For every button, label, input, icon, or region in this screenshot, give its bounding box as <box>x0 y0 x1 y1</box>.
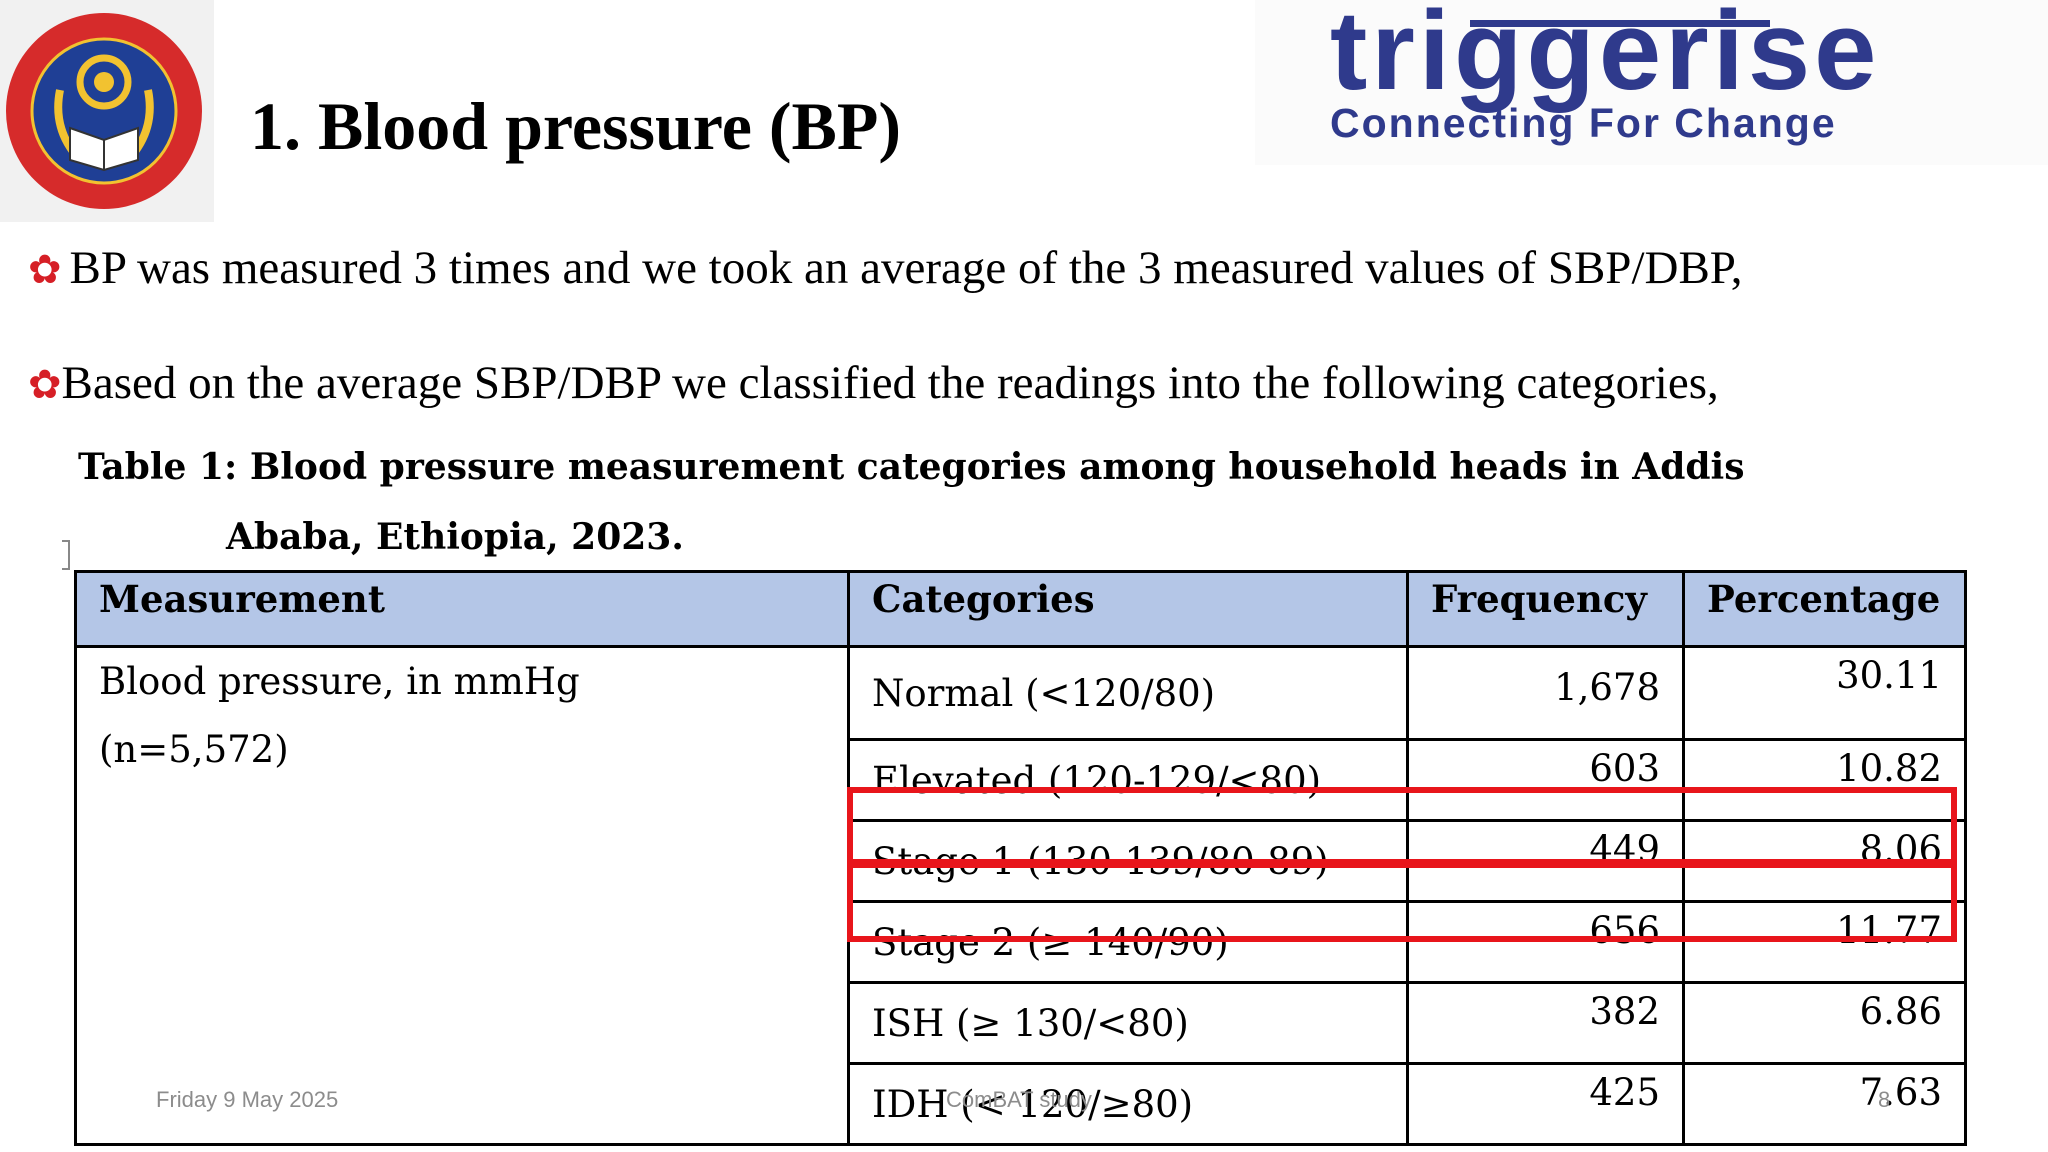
highlight-box-stage-1 <box>847 787 1957 865</box>
header-frequency: Frequency <box>1406 570 1685 648</box>
table-row: IDH (< 120/≥80) 425 7.63 <box>76 1062 1967 1146</box>
category-cell: IDH (< 120/≥80) <box>847 1062 1409 1146</box>
frequency-cell: 656 <box>1406 900 1685 984</box>
table-row: Elevated (120-129/<80) 603 10.82 <box>76 738 1967 822</box>
flower-bullet-icon: ✿ <box>28 362 62 407</box>
frequency-cell: 603 <box>1406 738 1685 822</box>
footer-page-number: 8 <box>1878 1087 1891 1112</box>
percentage-cell: 30.11 <box>1682 645 1967 741</box>
table-header-row: Measurement Categories Frequency Percent… <box>74 570 1967 648</box>
highlight-box-stage-2 <box>847 862 1957 942</box>
table-caption: Table 1: Blood pressure measurement cate… <box>78 432 1978 572</box>
header-categories: Categories <box>847 570 1409 648</box>
table-caption-line-1: Table 1: Blood pressure measurement cate… <box>78 446 1745 488</box>
table-row: ISH (≥ 130/<80) 382 6.86 <box>76 981 1967 1065</box>
measurement-n: (n=5,572) <box>99 728 289 771</box>
table-row: Stage 2 (≥ 140/90) 656 11.77 <box>76 900 1967 984</box>
table-caption-line-2: Ababa, Ethiopia, 2023. <box>226 516 684 558</box>
flower-bullet-icon: ✿ <box>28 247 62 292</box>
header-percentage: Percentage <box>1682 570 1967 648</box>
bracket-mark <box>62 540 70 570</box>
brand-tagline: Connecting For Change <box>1330 100 1837 146</box>
measurement-label: Blood pressure, in mmHg <box>99 660 580 703</box>
percentage-cell: 11.77 <box>1682 900 1967 984</box>
bullet-text: Based on the average SBP/DBP we classifi… <box>61 357 1719 409</box>
bullet-item-1: ✿ BP was measured 3 times and we took an … <box>28 240 1742 298</box>
category-cell: Elevated (120-129/<80) <box>847 738 1409 822</box>
brand-logo: triggerise Connecting For Change <box>1255 0 2048 165</box>
footer-date: Friday 9 May 2025 <box>156 1087 339 1112</box>
header-measurement: Measurement <box>74 570 850 648</box>
category-cell: ISH (≥ 130/<80) <box>847 981 1409 1065</box>
frequency-cell: 425 <box>1406 1062 1685 1146</box>
university-seal-icon <box>6 13 202 209</box>
brand-name: triggerise <box>1330 0 1881 113</box>
category-cell: Stage 2 (≥ 140/90) <box>847 900 1409 984</box>
footer-study: ComBAT study <box>946 1087 1092 1112</box>
brand-bar <box>1470 20 1770 27</box>
measurement-cell: Blood pressure, in mmHg (n=5,572) <box>74 645 850 1146</box>
category-cell: Normal (<120/80) <box>847 645 1409 741</box>
bullet-item-2: ✿Based on the average SBP/DBP we classif… <box>28 355 1719 413</box>
table-row: Blood pressure, in mmHg (n=5,572) Normal… <box>74 645 1967 1146</box>
slide-title: 1. Blood pressure (BP) <box>250 88 902 164</box>
percentage-cell: 7.63 <box>1682 1062 1967 1146</box>
percentage-cell: 10.82 <box>1682 738 1967 822</box>
university-logo <box>0 0 214 222</box>
frequency-cell: 1,678 <box>1406 645 1685 741</box>
percentage-cell: 6.86 <box>1682 981 1967 1065</box>
bullet-text: BP was measured 3 times and we took an a… <box>69 242 1743 294</box>
frequency-cell: 382 <box>1406 981 1685 1065</box>
